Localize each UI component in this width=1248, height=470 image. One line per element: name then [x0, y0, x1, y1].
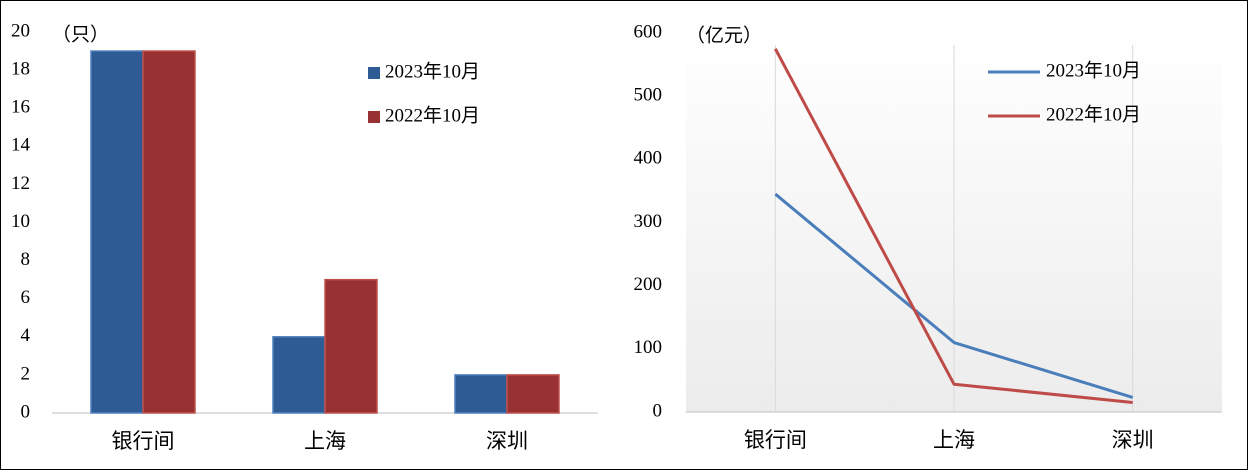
y-tick-label: 0	[653, 400, 663, 421]
y-tick-label: 500	[634, 85, 663, 106]
bar	[506, 374, 560, 414]
y-tick-label: 2	[21, 363, 31, 384]
legend-swatch	[368, 111, 380, 123]
legend-label: 2023年10月	[385, 60, 480, 82]
x-tick-label: 银行间	[112, 429, 175, 453]
legend-swatch	[368, 67, 380, 79]
unit-label: （亿元）	[686, 24, 762, 46]
y-tick-label: 12	[11, 173, 30, 194]
bar	[454, 374, 508, 414]
bar	[142, 50, 196, 414]
unit-label: （只）	[52, 23, 109, 45]
legend-label: 2022年10月	[1046, 103, 1141, 125]
legend-label: 2022年10月	[385, 104, 480, 126]
line	[774, 48, 1133, 405]
x-tick-label: 深圳	[486, 429, 528, 453]
line	[774, 192, 1134, 399]
y-tick-label: 14	[11, 135, 31, 156]
y-tick-label: 100	[634, 337, 663, 358]
legend-label: 2023年10月	[1046, 59, 1141, 81]
y-tick-label: 18	[11, 58, 30, 79]
x-tick-label: 上海	[304, 429, 346, 453]
y-tick-label: 600	[634, 21, 663, 42]
x-tick-label: 银行间	[744, 428, 807, 452]
y-tick-label: 20	[11, 20, 30, 41]
x-tick-label: 深圳	[1112, 428, 1154, 452]
y-tick-label: 10	[11, 211, 30, 232]
y-tick-label: 300	[634, 211, 663, 232]
y-tick-label: 400	[634, 148, 663, 169]
y-tick-label: 0	[21, 401, 31, 422]
y-tick-label: 8	[21, 249, 31, 270]
y-tick-label: 200	[634, 274, 663, 295]
bar	[272, 336, 326, 414]
y-tick-label: 4	[21, 325, 31, 346]
bar	[90, 50, 144, 414]
x-tick-label: 上海	[933, 428, 975, 452]
y-tick-label: 16	[11, 97, 30, 118]
bar	[324, 278, 378, 414]
y-tick-label: 6	[21, 287, 31, 308]
